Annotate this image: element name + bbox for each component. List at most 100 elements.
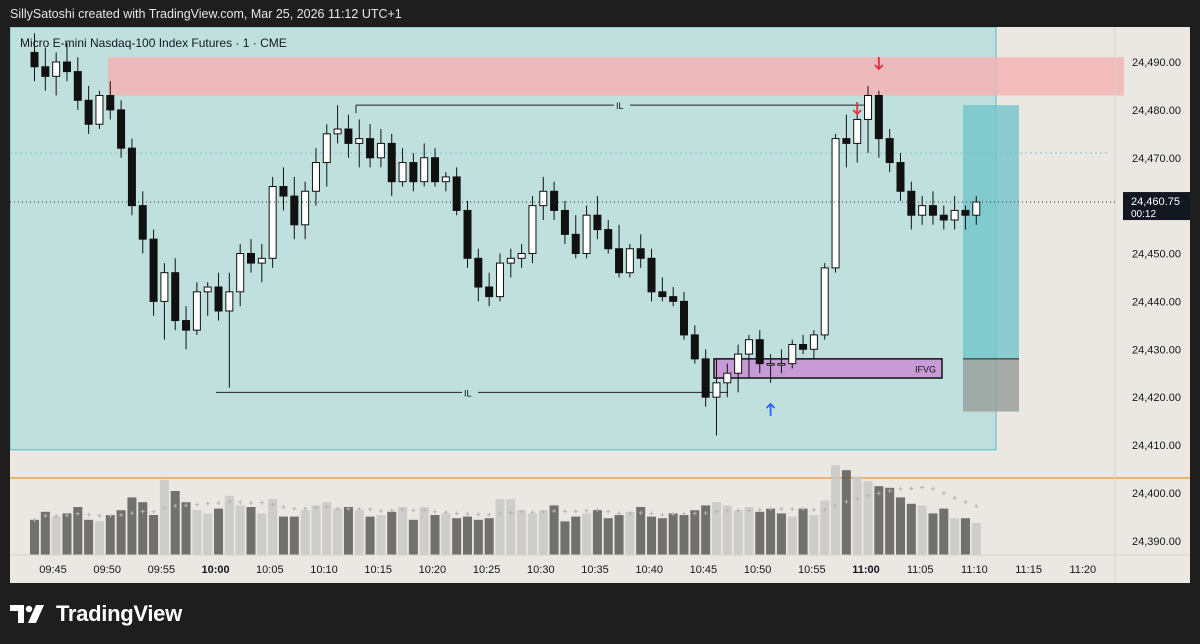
volume-ma-point [508, 510, 513, 515]
volume-bar [278, 516, 288, 555]
volume-bar [192, 510, 202, 555]
tradingview-brand[interactable]: TradingView [10, 601, 182, 627]
footer-bar [0, 583, 1200, 644]
candle-body [658, 291, 667, 298]
candle-body [84, 99, 93, 125]
volume-bar [766, 508, 776, 555]
candle-body [647, 257, 656, 293]
instrument-title: Micro E-mini Nasdaq-100 Index Futures · … [20, 36, 287, 50]
volume-ma-point [855, 496, 860, 501]
candle-body [701, 358, 710, 398]
time-axis-label: 10:50 [744, 564, 772, 576]
volume-ma-point [54, 514, 59, 519]
buy-arrow-icon [765, 402, 776, 416]
candle-body [495, 262, 504, 298]
volume-ma-point [887, 488, 892, 493]
volume-bar [538, 510, 548, 555]
volume-ma-point [119, 513, 124, 517]
volume-ma-point [790, 507, 795, 512]
last-price-badge [1123, 192, 1190, 221]
candle-body [376, 142, 385, 159]
candle-body [463, 209, 472, 259]
candle-body [506, 257, 515, 264]
volume-ma-point [833, 503, 838, 508]
volume-ma-point [746, 508, 751, 513]
volume-bar [885, 487, 895, 555]
volume-bar [820, 500, 830, 555]
volume-bar [30, 519, 39, 555]
tradingview-logo-icon [10, 605, 44, 623]
candle-body [972, 201, 981, 216]
candle-body [744, 339, 753, 355]
candle-body [939, 214, 948, 221]
volume-ma-point [725, 508, 730, 513]
position-stop-box [963, 358, 1019, 412]
volume-ma-point [941, 491, 946, 496]
volume-ma-point [779, 506, 784, 511]
candle-body [409, 162, 418, 183]
volume-ma-point [140, 509, 145, 514]
volume-bar [300, 510, 310, 555]
candle-body [117, 109, 126, 149]
time-axis-label: 10:05 [256, 564, 284, 576]
volume-ma-point [595, 507, 600, 512]
candle-body [257, 257, 266, 264]
candle-body [355, 138, 364, 144]
price-chart[interactable]: IFVG IL IL 24,490.00 24,480.00 24,470.00 24,46… [10, 27, 1190, 583]
volume-bar [94, 521, 104, 555]
candle-body [290, 195, 299, 226]
volume-bar [776, 513, 786, 555]
candle-body [539, 190, 548, 207]
volume-ma-point [801, 506, 806, 511]
volume-bar [831, 465, 841, 555]
candle-body [420, 157, 429, 183]
volume-bar [733, 510, 743, 555]
time-axis-label: 11:10 [961, 564, 988, 576]
volume-ma-point [389, 508, 394, 513]
il-lower-label: IL [464, 388, 472, 398]
volume-ma-point [238, 500, 243, 505]
candle-body [918, 205, 927, 216]
volume-ma-point [671, 512, 676, 517]
volume-ma-point [303, 506, 308, 511]
candle-body [766, 363, 775, 366]
buy-arrow-icon-head [765, 402, 776, 409]
volume-bar [473, 519, 483, 555]
volume-ma-point [335, 506, 340, 511]
chart-panel[interactable]: IFVG IL IL 24,490.00 24,480.00 24,470.00 24,46… [10, 27, 1190, 583]
volume-ma-point [281, 505, 286, 510]
volume-bar [917, 505, 927, 555]
volume-bar [960, 518, 970, 555]
volume-ma-point [43, 513, 48, 518]
price-axis-label: 24,470.00 [1132, 153, 1181, 165]
volume-ma-point [876, 491, 881, 496]
candle-body [853, 118, 862, 144]
volume-bar [614, 515, 624, 555]
candle-body [896, 162, 905, 192]
volume-bar [668, 513, 678, 555]
time-axis-label: 09:45 [39, 564, 67, 576]
volume-ma-point [465, 512, 470, 517]
volume-ma-point [162, 506, 167, 511]
candle-body [247, 253, 255, 264]
volume-bar [495, 499, 505, 555]
volume-ma-point [638, 510, 643, 515]
volume-ma-point [368, 507, 373, 512]
candle-body [582, 214, 591, 255]
volume-bar [441, 513, 451, 555]
candle-body [214, 286, 223, 312]
candle-body [182, 320, 191, 331]
candle-body [62, 61, 71, 73]
candle-body [777, 363, 786, 366]
volume-ma-point [562, 509, 567, 514]
volume-ma-point [205, 501, 210, 506]
volume-bar [484, 518, 494, 555]
time-axis-label: 10:20 [419, 564, 447, 576]
volume-bar [906, 503, 916, 555]
volume-bar [452, 518, 462, 555]
candle-body [485, 286, 494, 298]
last-price-countdown: 00:12 [1131, 209, 1156, 220]
volume-ma-point [898, 486, 903, 491]
brand-name: TradingView [56, 601, 182, 626]
volume-bar [939, 508, 949, 555]
